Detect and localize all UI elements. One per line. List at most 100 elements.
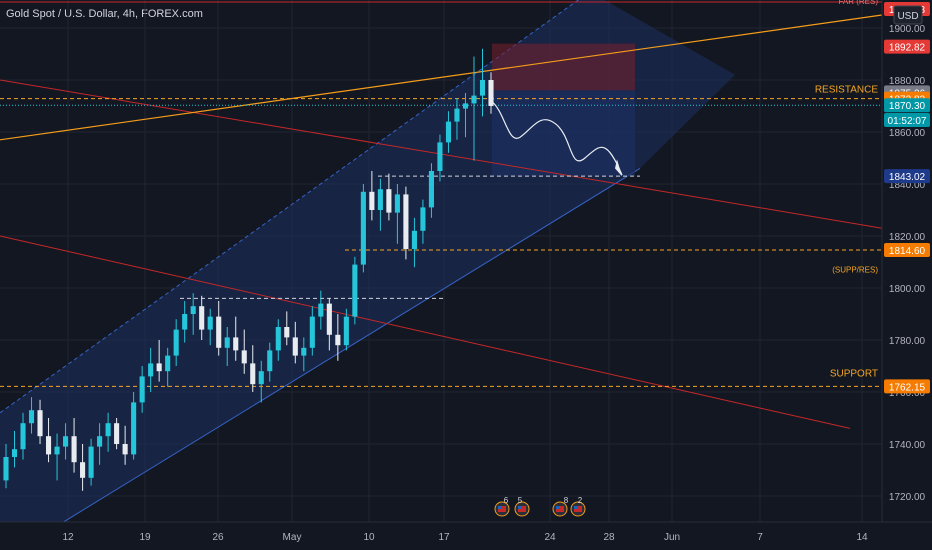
price-tag-label: 1762.15 — [889, 382, 926, 393]
candle-body — [105, 423, 111, 437]
price-tag-label: 1892.82 — [889, 43, 926, 54]
price-tag-label: 1870.30 — [889, 101, 926, 112]
channel-lower-line — [54, 167, 641, 528]
event-flag-canton — [518, 506, 522, 509]
x-tick-label: 28 — [603, 532, 615, 543]
candle-body — [63, 436, 69, 447]
event-flag-icon — [552, 501, 568, 517]
candle-body — [471, 95, 477, 104]
event-count-label: 6 — [504, 496, 509, 505]
chart-title: Gold Spot / U.S. Dollar, 4h, FOREX.com — [6, 8, 203, 20]
candle-body — [394, 194, 400, 213]
x-tick-label: 17 — [438, 532, 450, 543]
y-tick-label: 1760.00 — [889, 388, 926, 399]
candle-body — [131, 402, 137, 455]
x-tick-label: 26 — [212, 532, 224, 543]
candle-body — [377, 189, 383, 210]
y-tick-label: 1720.00 — [889, 492, 926, 503]
event-count-label: 2 — [578, 496, 583, 505]
candle-body — [156, 363, 162, 372]
candle-body — [343, 316, 349, 346]
y-tick-label: 1900.00 — [889, 24, 926, 35]
candle-body — [292, 337, 298, 356]
candle-body — [207, 316, 213, 330]
candle-body — [411, 230, 417, 249]
y-tick-label: 1780.00 — [889, 336, 926, 347]
candle-body — [267, 350, 273, 372]
price-tag-label: 01:52:07 — [888, 116, 927, 127]
candle-body — [326, 303, 332, 335]
y-tick-label: 1800.00 — [889, 284, 926, 295]
candle-body — [37, 410, 43, 437]
candle-body — [369, 191, 375, 210]
candle-body — [454, 108, 460, 122]
candle-body — [88, 446, 94, 478]
event-count-label: 5 — [518, 496, 523, 505]
ascending-trendline-orange — [0, 14, 883, 141]
price-tag — [884, 243, 930, 258]
candle-body — [173, 329, 179, 356]
candle-body — [335, 334, 341, 346]
candle-body — [437, 142, 443, 171]
x-tick-label: 12 — [62, 532, 74, 543]
candle-body — [216, 316, 222, 348]
currency-label: USD — [897, 11, 918, 22]
x-tick-label: Jun — [664, 532, 680, 543]
candle-body — [165, 355, 171, 372]
x-tick-label: 24 — [544, 532, 556, 543]
x-tick-label: 14 — [856, 532, 868, 543]
candle-body — [301, 347, 307, 356]
descending-trendline-lower — [0, 235, 851, 429]
y-tick-label: 1740.00 — [889, 440, 926, 451]
currency-box — [893, 5, 923, 25]
candle-body — [139, 376, 145, 403]
candle-body — [233, 337, 239, 351]
support-label: SUPPORT — [830, 368, 878, 379]
candle-body — [54, 446, 60, 455]
candle-body — [114, 423, 120, 444]
candle-body — [20, 423, 26, 450]
candle-body — [445, 121, 452, 143]
y-tick-label: 1840.00 — [889, 180, 926, 191]
candle-body — [309, 316, 315, 348]
candle-body — [318, 303, 324, 317]
candle-body — [258, 371, 264, 385]
candle-body — [71, 436, 77, 463]
resistance-label: RESISTANCE — [815, 85, 878, 96]
price-tag — [884, 98, 930, 113]
candle-body — [28, 410, 35, 424]
price-tag — [884, 379, 930, 394]
channel-upper-line — [0, 0, 580, 414]
candle-body — [352, 264, 358, 317]
x-tick-label: 10 — [363, 532, 375, 543]
event-count-label: 8 — [564, 496, 569, 505]
candle-body — [360, 191, 366, 265]
far-resistance-label: FAR (RES) — [838, 0, 878, 6]
price-tag-label: 1814.60 — [889, 246, 926, 257]
y-tick-label: 1880.00 — [889, 76, 926, 87]
event-flag-canton — [498, 506, 502, 509]
event-flag-icon — [494, 501, 510, 517]
candle-body — [386, 189, 392, 213]
candle-body — [45, 436, 52, 455]
supp-res-label: (SUPP/RES) — [832, 265, 878, 274]
candle-body — [190, 306, 196, 314]
time-axis — [0, 522, 932, 550]
candle-body — [479, 80, 486, 96]
candle-body — [148, 363, 154, 377]
candle-body — [462, 103, 469, 109]
candle-body — [420, 207, 426, 231]
candle-body — [122, 444, 128, 455]
price-tag — [884, 113, 930, 128]
candle-body — [80, 462, 86, 478]
candle-body — [199, 306, 205, 330]
candle-body — [428, 171, 434, 208]
candle-body — [284, 327, 290, 338]
x-tick-label: May — [283, 532, 302, 543]
candle-body — [488, 80, 494, 106]
projection-path — [490, 100, 623, 176]
projection-arrow-head — [615, 159, 622, 177]
candle-body — [224, 337, 230, 348]
price-tag-label: 1843.02 — [889, 172, 926, 183]
